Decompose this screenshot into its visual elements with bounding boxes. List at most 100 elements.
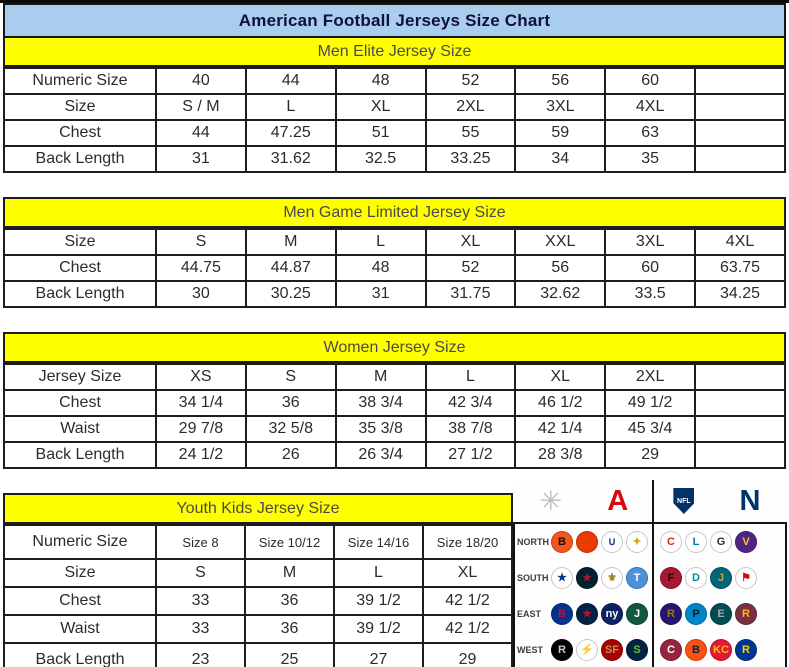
bengals-logo-icon: B bbox=[551, 531, 573, 553]
size-value-cell: 33.25 bbox=[424, 145, 517, 173]
size-value-cell: XL bbox=[424, 228, 517, 256]
49ers-logo-icon: SF bbox=[601, 639, 623, 661]
giants-logo-icon: ny bbox=[601, 603, 623, 625]
row-label: Size bbox=[3, 93, 157, 121]
patriots-logo-icon: ★ bbox=[576, 603, 598, 625]
nfl-teams-panel: ✳ A NFL N NORTH B ∪ ✦ C L G V SOUTH ★ ★ ⚜ T F D J ⚑ EAST B… bbox=[513, 480, 787, 667]
size-value-cell: 42 1/2 bbox=[422, 586, 513, 616]
division-label: NORTH bbox=[517, 537, 549, 547]
size-value-cell: 3XL bbox=[604, 228, 697, 256]
row-label: Chest bbox=[3, 586, 157, 616]
men-game-limited-size-table: Size S M L XL XXL 3XL 4XL Chest 44.75 44.87 48 52 56 6… bbox=[3, 228, 786, 308]
nfl-conference-header: ✳ A NFL N bbox=[513, 480, 787, 524]
row-label: Back Length bbox=[3, 642, 157, 667]
raiders-logo-icon: R bbox=[551, 639, 573, 661]
table-row: Chest 44.75 44.87 48 52 56 60 63.75 bbox=[3, 254, 786, 282]
size-value-cell: 29 bbox=[604, 441, 697, 469]
size-value-cell: XL bbox=[334, 93, 427, 121]
division-row: EAST B ★ ny J R P E R bbox=[515, 596, 785, 632]
table-row: Back Length 31 31.62 32.5 33.25 34 35 bbox=[3, 145, 786, 173]
size-value-cell: XXL bbox=[514, 228, 607, 256]
eagles-logo-icon: E bbox=[710, 603, 732, 625]
colts-logo-icon: ∪ bbox=[601, 531, 623, 553]
nfc-logo-icon: N bbox=[739, 484, 761, 517]
size-value-cell: 27 bbox=[333, 642, 424, 667]
size-value-cell: 44.87 bbox=[244, 254, 337, 282]
buccaneers-logo-icon: ⚑ bbox=[735, 567, 757, 589]
nfl-division-grid: NORTH B ∪ ✦ C L G V SOUTH ★ ★ ⚜ T F D J ⚑ EAST B ★ ny J R P E R WE… bbox=[513, 524, 787, 667]
row-label: Back Length bbox=[3, 280, 157, 308]
section-gap bbox=[3, 308, 786, 332]
section-header-youth: Youth Kids Jersey Size bbox=[3, 493, 513, 524]
rams-logo-icon: R bbox=[735, 639, 757, 661]
size-value-cell: 2XL bbox=[604, 363, 697, 391]
table-row: Waist 29 7/8 32 5/8 35 3/8 38 7/8 42 1/4 45 3/… bbox=[3, 415, 786, 443]
size-value-cell: 46 1/2 bbox=[514, 389, 607, 417]
falcons-logo-icon: F bbox=[660, 567, 682, 589]
section-youth: Youth Kids Jersey Size Numeric Size Size … bbox=[3, 493, 786, 667]
size-value-cell: 31 bbox=[334, 280, 427, 308]
nfc-team-logos: C B KC R bbox=[652, 639, 757, 661]
section-header-text: Women Jersey Size bbox=[323, 338, 466, 356]
size-value-cell: Size 18/20 bbox=[422, 524, 513, 560]
conference-divider-line bbox=[652, 480, 654, 667]
broncos-logo-icon: B bbox=[685, 639, 707, 661]
size-value-cell bbox=[694, 363, 786, 391]
bears-logo-icon: C bbox=[660, 531, 682, 553]
size-value-cell: 33.5 bbox=[604, 280, 697, 308]
steelers-logo-icon: ✦ bbox=[626, 531, 648, 553]
size-value-cell: 36 bbox=[244, 389, 337, 417]
size-value-cell: 38 7/8 bbox=[424, 415, 517, 443]
ravens-logo-icon: R bbox=[660, 603, 682, 625]
size-value-cell: 33 bbox=[155, 586, 246, 616]
size-value-cell: 31.62 bbox=[244, 145, 337, 173]
size-value-cell: XS bbox=[155, 363, 247, 391]
size-value-cell: 25 bbox=[244, 642, 335, 667]
row-label: Back Length bbox=[3, 145, 157, 173]
size-value-cell: 42 3/4 bbox=[424, 389, 517, 417]
women-size-table: Jersey Size XS S M L XL 2XL Chest 34 1/4 36 38 3/4… bbox=[3, 363, 786, 469]
size-value-cell: 30.25 bbox=[244, 280, 337, 308]
size-value-cell: XL bbox=[422, 558, 513, 588]
row-label: Size bbox=[3, 228, 157, 256]
afc-team-logos: ★ ★ ⚜ T bbox=[551, 567, 652, 589]
titans-logo-icon: T bbox=[626, 567, 648, 589]
size-value-cell: 29 bbox=[422, 642, 513, 667]
size-value-cell: 4XL bbox=[604, 93, 697, 121]
table-row: Waist 33 36 39 1/2 42 1/2 bbox=[3, 614, 513, 644]
size-value-cell: 59 bbox=[514, 119, 607, 147]
nfc-team-logos: F D J ⚑ bbox=[652, 567, 757, 589]
size-value-cell: 55 bbox=[424, 119, 517, 147]
size-value-cell: 52 bbox=[424, 67, 517, 95]
size-value-cell: 39 1/2 bbox=[333, 614, 424, 644]
section-men-elite: Men Elite Jersey Size Numeric Size 40 44 48… bbox=[3, 38, 786, 173]
size-value-cell: S bbox=[155, 228, 247, 256]
size-value-cell: 48 bbox=[334, 67, 427, 95]
size-value-cell: S / M bbox=[155, 93, 247, 121]
table-row: Numeric Size Size 8 Size 10/12 Size 14/16 Si… bbox=[3, 524, 513, 560]
size-value-cell: 56 bbox=[514, 67, 607, 95]
size-value-cell: 30 bbox=[155, 280, 247, 308]
table-row: Back Length 23 25 27 29 bbox=[3, 642, 513, 667]
size-value-cell: 31.75 bbox=[424, 280, 517, 308]
size-value-cell: L bbox=[334, 228, 427, 256]
row-label: Chest bbox=[3, 389, 157, 417]
size-value-cell bbox=[694, 93, 786, 121]
afc-team-logos: B ★ ny J bbox=[551, 603, 652, 625]
browns-logo-icon bbox=[576, 531, 598, 553]
table-row: Jersey Size XS S M L XL 2XL bbox=[3, 363, 786, 391]
row-label: Jersey Size bbox=[3, 363, 157, 391]
size-value-cell: L bbox=[244, 93, 337, 121]
division-row: NORTH B ∪ ✦ C L G V bbox=[515, 524, 785, 560]
chargers-logo-icon: ⚡ bbox=[576, 639, 598, 661]
nfl-shield-icon: NFL bbox=[673, 488, 695, 514]
page-title-text: American Football Jerseys Size Chart bbox=[238, 10, 551, 30]
size-value-cell: 32 5/8 bbox=[244, 415, 337, 443]
size-value-cell: 47.25 bbox=[244, 119, 337, 147]
size-value-cell: S bbox=[244, 363, 337, 391]
size-value-cell: 29 7/8 bbox=[155, 415, 247, 443]
size-value-cell bbox=[694, 441, 786, 469]
saints-logo-icon: ⚜ bbox=[601, 567, 623, 589]
size-value-cell: L bbox=[424, 363, 517, 391]
